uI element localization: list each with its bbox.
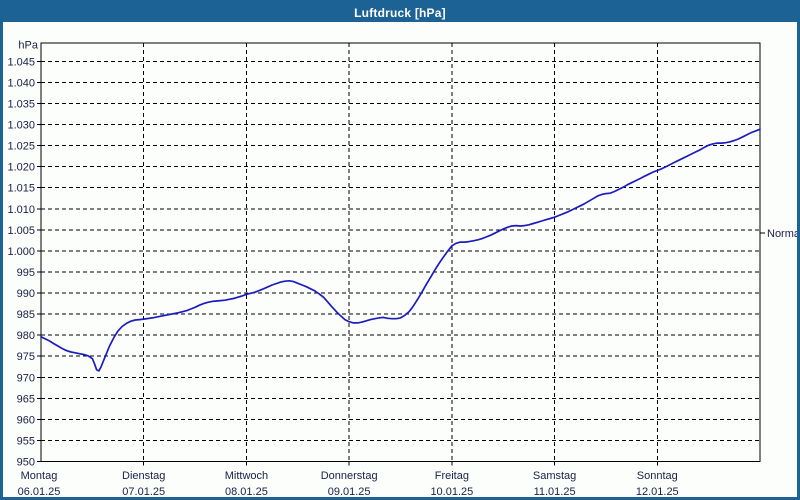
y-tick-label: 1.015 xyxy=(7,183,35,195)
y-tick-label: 975 xyxy=(17,351,35,363)
pressure-chart: 1.045 1.040 1.035 1.030 1.025 1.020 1.015 1.010… xyxy=(7,39,797,497)
y-tick-label: 1.035 xyxy=(7,98,35,110)
y-tick-label: 1.040 xyxy=(7,77,35,89)
day-date-label: 11.01.25 xyxy=(534,486,576,497)
y-tick-label: 1.010 xyxy=(7,204,35,216)
y-tick-label: 1.000 xyxy=(7,246,35,258)
y-tick-label: 950 xyxy=(17,457,35,469)
y-tick-label: 970 xyxy=(17,372,35,384)
y-tick-label: 1.020 xyxy=(7,162,35,174)
chart-title-bar: Luftdruck [hPa] xyxy=(3,3,797,22)
day-name-label: Donnerstag xyxy=(321,470,378,482)
day-name-label: Sonntag xyxy=(637,470,678,482)
y-tick-label: 955 xyxy=(17,435,35,447)
day-name-label: Freitag xyxy=(435,470,469,482)
pressure-curve xyxy=(40,128,761,372)
y-tick-label: 995 xyxy=(17,267,35,279)
day-date-label: 10.01.25 xyxy=(430,486,473,497)
day-date-label: 06.01.25 xyxy=(18,486,61,497)
y-tick-label: 980 xyxy=(17,330,35,342)
day-name-label: Montag xyxy=(21,470,58,482)
y-tick-label: 1.005 xyxy=(7,225,35,237)
day-name-label: Samstag xyxy=(533,470,576,482)
y-tick-label: 1.045 xyxy=(7,56,35,68)
plot-border xyxy=(40,42,761,463)
day-date-label: 12.01.25 xyxy=(636,486,679,497)
day-name-label: Dienstag xyxy=(122,470,165,482)
chart-title: Luftdruck [hPa] xyxy=(354,5,446,20)
y-tick-label: 990 xyxy=(17,288,35,300)
day-date-label: 08.01.25 xyxy=(225,486,268,497)
y-axis-unit-label: hPa xyxy=(18,39,38,51)
day-name-label: Mittwoch xyxy=(225,470,268,482)
normal-label: Normal xyxy=(767,228,797,240)
day-date-label: 09.01.25 xyxy=(328,486,371,497)
day-date-label: 07.01.25 xyxy=(122,486,165,497)
y-tick-label: 1.030 xyxy=(7,120,35,132)
y-tick-label: 1.025 xyxy=(7,141,35,153)
y-tick-label: 960 xyxy=(17,414,35,426)
y-tick-label: 965 xyxy=(17,393,35,405)
y-tick-label: 985 xyxy=(17,309,35,321)
